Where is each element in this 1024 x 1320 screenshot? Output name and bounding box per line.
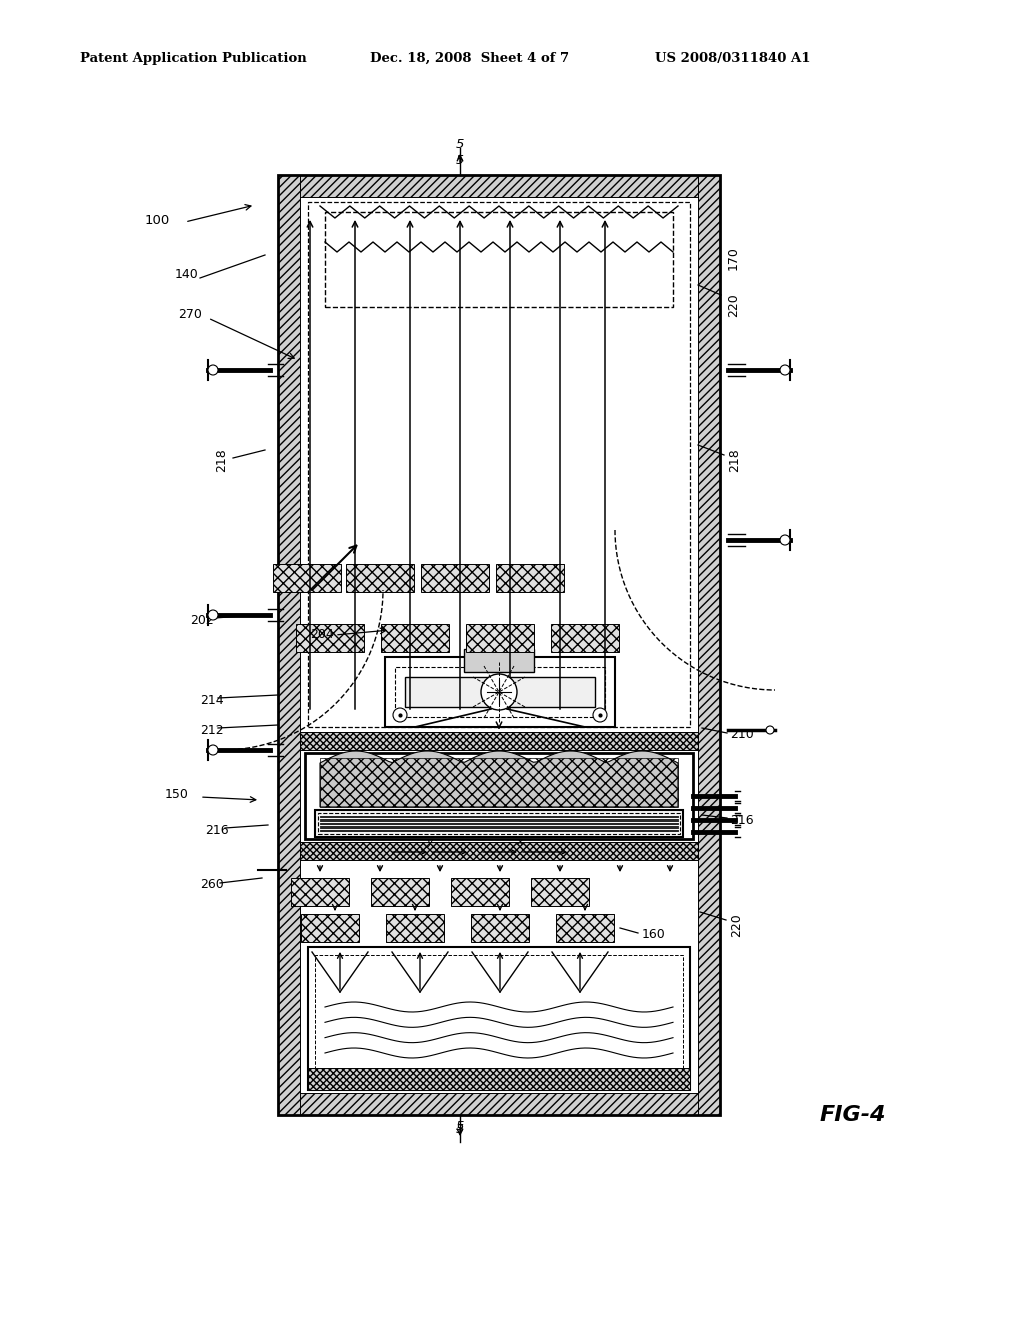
Text: 270: 270 — [178, 309, 202, 322]
Text: 210: 210 — [730, 729, 754, 742]
Polygon shape — [278, 1093, 720, 1115]
Text: Dec. 18, 2008  Sheet 4 of 7: Dec. 18, 2008 Sheet 4 of 7 — [370, 51, 569, 65]
Polygon shape — [556, 913, 614, 942]
Text: 5: 5 — [456, 154, 464, 168]
Text: 100: 100 — [145, 214, 170, 227]
Text: 170: 170 — [727, 246, 740, 269]
Circle shape — [481, 675, 517, 710]
Polygon shape — [531, 878, 589, 906]
Text: 5: 5 — [456, 139, 464, 150]
Text: Patent Application Publication: Patent Application Publication — [80, 51, 307, 65]
Circle shape — [208, 366, 218, 375]
Text: US 2008/0311840 A1: US 2008/0311840 A1 — [655, 51, 811, 65]
Text: x: x — [517, 837, 523, 847]
Text: FIG-4: FIG-4 — [820, 1105, 887, 1125]
Text: 216: 216 — [205, 824, 228, 837]
Polygon shape — [273, 564, 341, 591]
Text: y: y — [427, 837, 433, 847]
Text: 5: 5 — [456, 1119, 464, 1133]
Polygon shape — [278, 176, 720, 197]
Polygon shape — [551, 624, 618, 652]
Polygon shape — [471, 913, 529, 942]
Polygon shape — [421, 564, 489, 591]
Circle shape — [393, 708, 407, 722]
Polygon shape — [308, 1068, 690, 1090]
Circle shape — [593, 708, 607, 722]
Circle shape — [208, 610, 218, 620]
Text: 212: 212 — [200, 723, 223, 737]
Circle shape — [780, 366, 790, 375]
Text: 140: 140 — [175, 268, 199, 281]
Polygon shape — [371, 878, 429, 906]
Text: 202: 202 — [190, 614, 214, 627]
Polygon shape — [496, 564, 564, 591]
Text: 220: 220 — [730, 913, 743, 937]
Polygon shape — [381, 624, 449, 652]
Polygon shape — [300, 842, 698, 861]
Polygon shape — [698, 176, 720, 1115]
Circle shape — [208, 744, 218, 755]
Polygon shape — [319, 751, 678, 807]
Polygon shape — [451, 878, 509, 906]
Polygon shape — [464, 649, 534, 672]
Polygon shape — [346, 564, 414, 591]
Text: 204: 204 — [310, 628, 334, 642]
Polygon shape — [300, 733, 698, 750]
Polygon shape — [386, 913, 444, 942]
Text: 150: 150 — [165, 788, 188, 801]
Polygon shape — [301, 913, 359, 942]
Circle shape — [780, 535, 790, 545]
Circle shape — [766, 726, 774, 734]
Text: 218: 218 — [728, 447, 741, 471]
Text: 5: 5 — [456, 1123, 464, 1137]
Polygon shape — [296, 624, 364, 652]
Polygon shape — [291, 878, 349, 906]
Text: 260: 260 — [200, 879, 224, 891]
Polygon shape — [406, 677, 595, 708]
Polygon shape — [315, 810, 683, 837]
Text: 220: 220 — [727, 293, 740, 317]
Text: 218: 218 — [215, 447, 228, 471]
Text: 214: 214 — [200, 693, 223, 706]
Text: 216: 216 — [730, 813, 754, 826]
Polygon shape — [466, 624, 534, 652]
Text: 160: 160 — [642, 928, 666, 941]
Polygon shape — [278, 176, 300, 1115]
